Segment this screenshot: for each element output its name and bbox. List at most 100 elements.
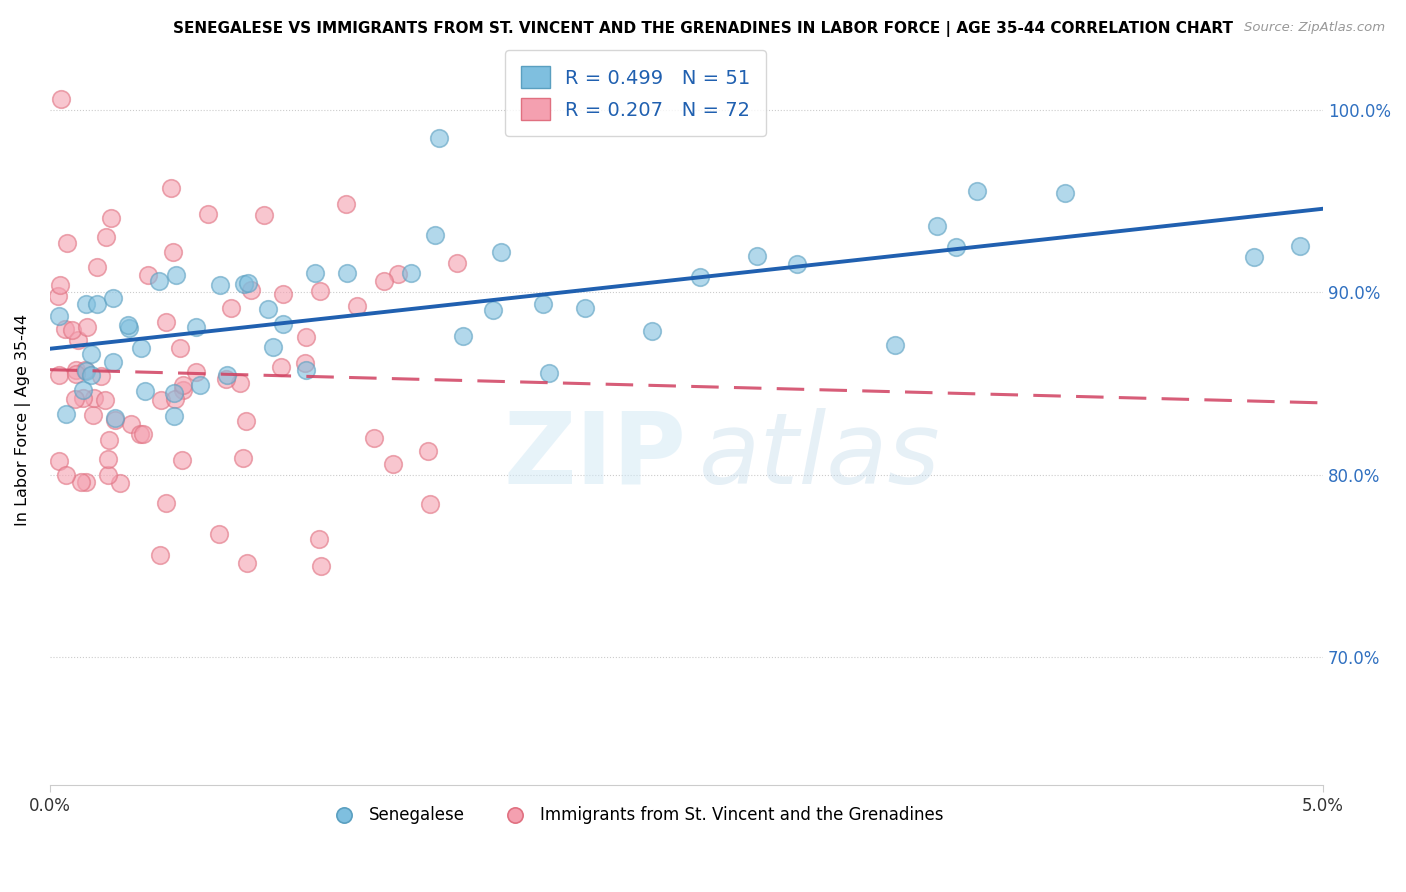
Point: [103, 413, 125, 427]
Point: [418, 444, 440, 458]
Point: [533, 297, 555, 311]
Legend: Senegalese, Immigrants from St. Vincent and the Grenadines: Senegalese, Immigrants from St. Vincent …: [321, 800, 950, 831]
Point: [155, 315, 177, 329]
Point: [336, 266, 359, 280]
Point: [236, 556, 259, 570]
Point: [489, 244, 512, 259]
Point: [309, 284, 332, 298]
Text: SENEGALESE VS IMMIGRANTS FROM ST. VINCENT AND THE GRENADINES IN LABOR FORCE | AG: SENEGALESE VS IMMIGRANTS FROM ST. VINCEN…: [173, 21, 1233, 37]
Point: [149, 393, 172, 408]
Point: [72, 383, 94, 397]
Point: [387, 267, 409, 281]
Point: [419, 497, 441, 511]
Point: [76, 320, 98, 334]
Point: [97, 433, 120, 447]
Point: [927, 219, 949, 234]
Point: [170, 452, 193, 467]
Text: ZIP: ZIP: [503, 408, 686, 505]
Point: [1243, 250, 1265, 264]
Point: [148, 274, 170, 288]
Point: [1289, 239, 1312, 253]
Point: [262, 339, 284, 353]
Point: [80, 347, 103, 361]
Point: [56, 235, 79, 250]
Point: [73, 363, 96, 377]
Point: [295, 330, 318, 344]
Point: [48, 288, 70, 302]
Point: [69, 475, 91, 489]
Point: [163, 409, 186, 424]
Point: [745, 248, 768, 262]
Point: [641, 324, 664, 338]
Point: [270, 360, 292, 375]
Point: [117, 318, 139, 332]
Point: [381, 458, 404, 472]
Point: [72, 391, 94, 405]
Text: atlas: atlas: [699, 408, 941, 505]
Point: [346, 299, 368, 313]
Point: [373, 274, 395, 288]
Point: [945, 239, 967, 253]
Point: [209, 278, 232, 293]
Point: [55, 467, 77, 482]
Point: [128, 426, 150, 441]
Point: [80, 368, 103, 382]
Point: [236, 277, 259, 291]
Point: [94, 229, 117, 244]
Point: [256, 302, 278, 317]
Text: Source: ZipAtlas.com: Source: ZipAtlas.com: [1244, 21, 1385, 34]
Point: [60, 323, 83, 337]
Point: [208, 526, 231, 541]
Point: [304, 266, 326, 280]
Point: [101, 292, 124, 306]
Point: [165, 392, 187, 406]
Point: [423, 227, 446, 242]
Point: [75, 475, 97, 490]
Point: [232, 450, 254, 465]
Point: [67, 333, 90, 347]
Point: [134, 384, 156, 398]
Point: [118, 321, 141, 335]
Point: [786, 257, 808, 271]
Point: [97, 468, 120, 483]
Point: [219, 301, 242, 315]
Point: [427, 131, 450, 145]
Point: [75, 297, 97, 311]
Point: [172, 383, 194, 397]
Point: [155, 496, 177, 510]
Point: [160, 181, 183, 195]
Point: [399, 266, 422, 280]
Point: [86, 260, 108, 274]
Point: [294, 356, 316, 370]
Point: [48, 454, 70, 468]
Point: [451, 329, 474, 343]
Point: [162, 245, 184, 260]
Point: [689, 270, 711, 285]
Point: [63, 392, 86, 406]
Point: [100, 211, 122, 225]
Point: [1054, 186, 1077, 201]
Point: [65, 363, 87, 377]
Point: [253, 208, 276, 222]
Point: [215, 372, 238, 386]
Point: [65, 368, 87, 382]
Point: [172, 378, 194, 392]
Point: [446, 256, 468, 270]
Point: [129, 341, 152, 355]
Point: [273, 318, 295, 332]
Point: [75, 364, 97, 378]
Point: [48, 277, 70, 292]
Point: [229, 376, 252, 390]
Point: [197, 207, 219, 221]
Point: [232, 277, 254, 291]
Point: [163, 386, 186, 401]
Point: [537, 366, 560, 380]
Point: [308, 533, 330, 547]
Point: [48, 310, 70, 324]
Point: [215, 368, 238, 383]
Point: [309, 558, 332, 573]
Point: [101, 355, 124, 369]
Point: [136, 268, 159, 282]
Point: [148, 548, 170, 562]
Point: [94, 392, 117, 407]
